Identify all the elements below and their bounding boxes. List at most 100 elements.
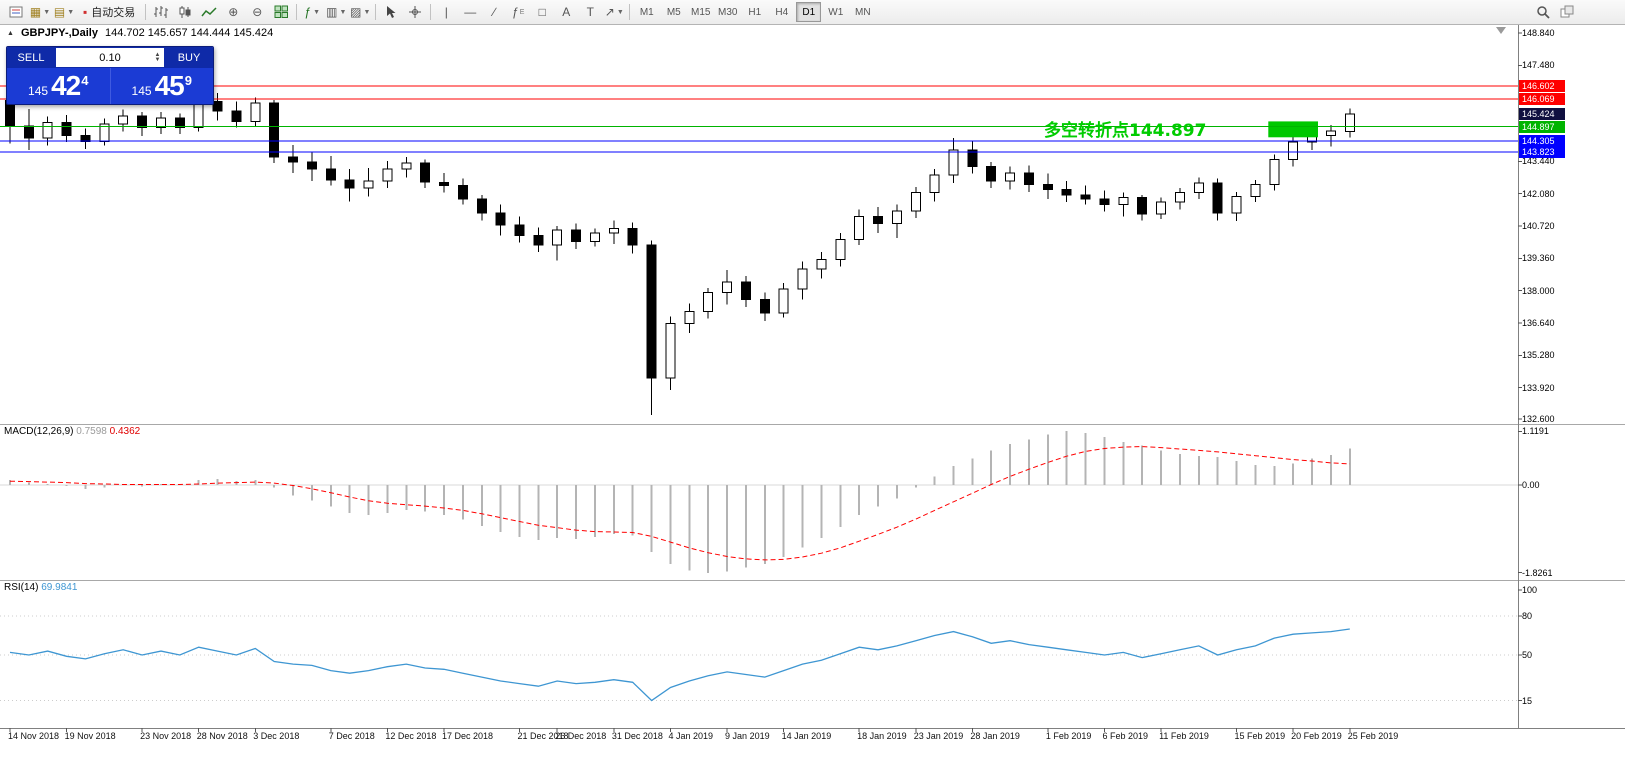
- rsi-line: [9, 628, 1350, 702]
- buy-button[interactable]: BUY: [165, 47, 213, 68]
- timeframe-w1[interactable]: W1: [828, 6, 844, 18]
- volume-up-icon[interactable]: ▲: [154, 51, 161, 58]
- macd-name: MACD(12,26,9): [4, 426, 74, 437]
- time-axis-label: 19 Nov 2018: [64, 731, 116, 741]
- time-axis-label: 12 Dec 2018: [385, 731, 437, 741]
- price-axis-label: 132.600: [1522, 413, 1555, 424]
- rsi-label: RSI(14) 69.9841: [4, 582, 77, 593]
- periods-button[interactable]: ▥ ▼: [326, 5, 347, 19]
- sell-price[interactable]: 145 42 4: [7, 68, 110, 104]
- macd-label: MACD(12,26,9) 0.7598 0.4362: [4, 426, 140, 437]
- time-axis-label: 14 Jan 2019: [781, 731, 832, 741]
- sell-price-prefix: 145: [28, 83, 49, 98]
- chart-shift-marker[interactable]: [1496, 27, 1506, 34]
- tile-windows-button[interactable]: [269, 1, 293, 23]
- zoom-in-button[interactable]: ⊕: [228, 5, 239, 19]
- one-click-trading-panel: SELL 0.10 ▲ ▼ BUY 145 42 4 145 45 9: [6, 46, 214, 105]
- price-axis-label: 142.080: [1522, 188, 1555, 199]
- pivot-zone: [1268, 121, 1318, 138]
- search-button[interactable]: [1531, 1, 1555, 23]
- buy-price-pip: 9: [184, 73, 192, 88]
- timeframe-bar: M1 M5 M15 M30 H1 H4 D1 W1 MN: [633, 2, 876, 22]
- sell-price-pip: 4: [81, 73, 89, 88]
- zoom-out-button[interactable]: ⊖: [252, 5, 263, 19]
- shapes-button[interactable]: □: [538, 5, 546, 19]
- macd-main-value: 0.7598: [76, 426, 107, 437]
- pivot-annotation: 多空转折点144.897: [1044, 121, 1207, 141]
- symbol-period-label: GBPJPY-,Daily: [20, 27, 98, 39]
- time-axis-label: 20 Feb 2019: [1291, 731, 1342, 741]
- price-axis-label: 138.000: [1522, 285, 1555, 296]
- time-axis-label: 28 Jan 2019: [970, 731, 1020, 741]
- sell-button[interactable]: SELL: [7, 47, 55, 68]
- timeframe-h4[interactable]: H4: [775, 6, 789, 18]
- time-axis-label: 3 Dec 2018: [253, 731, 300, 741]
- price-axis-label: 147.480: [1522, 60, 1555, 71]
- arrows-button[interactable]: ↗ ▼: [604, 5, 624, 19]
- toolbar: ▦ ▼ ▤ ▼ ▪ 自动交易 ⊕ ⊖ ƒ ▼ ▥ ▼ ▨ ▼ | — ∕ ƒ E □ A T ↗ ▼ M1 M5 M15 M30 H1…: [0, 0, 1625, 25]
- vertical-line-button[interactable]: |: [444, 5, 448, 19]
- templates-button[interactable]: ▨ ▼: [350, 5, 371, 19]
- rsi-axis-label: 50: [1522, 650, 1533, 660]
- timeframe-mn[interactable]: MN: [854, 6, 871, 18]
- macd-signal-line: [9, 446, 1350, 561]
- buy-price-big: 45: [154, 70, 185, 101]
- timeframe-m15[interactable]: M15: [691, 6, 711, 18]
- trendline-button[interactable]: ∕: [493, 5, 496, 19]
- toolbar-separator: [296, 4, 298, 20]
- rsi-value: 69.9841: [41, 582, 78, 593]
- sell-price-big: 42: [51, 70, 81, 101]
- timeframe-m5[interactable]: M5: [666, 6, 681, 18]
- hline-price-tag: 146.069: [1519, 92, 1565, 105]
- toolbar-main-group: ▦ ▼ ▤ ▼ ▪ 自动交易 ⊕ ⊖ ƒ ▼ ▥ ▼ ▨ ▼ | — ∕ ƒ E □ A T ↗ ▼: [4, 1, 626, 23]
- hline-price-tag: 146.602: [1519, 80, 1565, 93]
- timeframe-d1[interactable]: D1: [796, 2, 822, 22]
- axis-ticks: [9, 32, 1522, 732]
- line-chart-button[interactable]: [197, 1, 221, 23]
- buy-price-prefix: 145: [131, 83, 152, 98]
- volume-value: 0.10: [99, 51, 121, 64]
- indicators-button[interactable]: ƒ ▼: [304, 5, 321, 19]
- profiles-button[interactable]: ▤ ▼: [53, 5, 75, 19]
- crosshair-button[interactable]: [403, 1, 427, 23]
- volume-down-icon[interactable]: ▼: [154, 56, 161, 63]
- new-order-button[interactable]: [4, 1, 28, 23]
- label-button[interactable]: T: [586, 5, 594, 19]
- timeframe-m30[interactable]: M30: [718, 6, 738, 18]
- cursor-button[interactable]: [379, 1, 403, 23]
- ohlc-values: 144.702 145.657 144.444 145.424: [104, 27, 274, 39]
- toolbar-separator: [145, 4, 147, 20]
- chart-info-line: ▲ GBPJPY-,Daily 144.702 145.657 144.444 …: [7, 27, 273, 39]
- time-axis-label: 25 Feb 2019: [1347, 731, 1399, 741]
- toolbar-separator: [430, 4, 432, 20]
- hline-price-tag: 144.305: [1519, 134, 1565, 147]
- autotrading-button[interactable]: ▪ 自动交易: [83, 5, 136, 19]
- timeframe-h1[interactable]: H1: [748, 6, 762, 18]
- macd-axis-label: 0.00: [1522, 480, 1540, 490]
- windows-button[interactable]: [1555, 1, 1579, 23]
- current-price-tag: 145.424: [1519, 108, 1565, 121]
- timeframe-m1[interactable]: M1: [639, 6, 654, 18]
- price-axis-label: 136.640: [1522, 317, 1555, 328]
- bar-chart-button[interactable]: [149, 1, 173, 23]
- hline-price-tag: 144.897: [1519, 120, 1565, 133]
- time-axis-label: 14 Nov 2018: [8, 731, 60, 741]
- rsi-axis-label: 100: [1522, 585, 1538, 595]
- toolbar-separator: [375, 4, 377, 20]
- buy-price[interactable]: 145 45 9: [111, 68, 214, 104]
- text-button[interactable]: A: [562, 5, 571, 19]
- time-axis-label: 15 Feb 2019: [1234, 731, 1286, 741]
- trade-panel-divider: [109, 68, 111, 104]
- price-axis-label: 140.720: [1522, 220, 1555, 231]
- candlestick-chart-button[interactable]: [173, 1, 197, 23]
- time-axis-label: 26 Dec 2018: [555, 731, 607, 741]
- time-axis-label: 28 Nov 2018: [196, 731, 248, 741]
- volume-input[interactable]: 0.10 ▲ ▼: [56, 48, 164, 67]
- new-chart-button[interactable]: ▦ ▼: [29, 5, 51, 19]
- time-axis-label: 11 Feb 2019: [1159, 731, 1209, 741]
- time-axis-label: 17 Dec 2018: [442, 731, 494, 741]
- time-axis-label: 1 Feb 2019: [1045, 731, 1092, 741]
- horizontal-line-button[interactable]: —: [464, 5, 477, 19]
